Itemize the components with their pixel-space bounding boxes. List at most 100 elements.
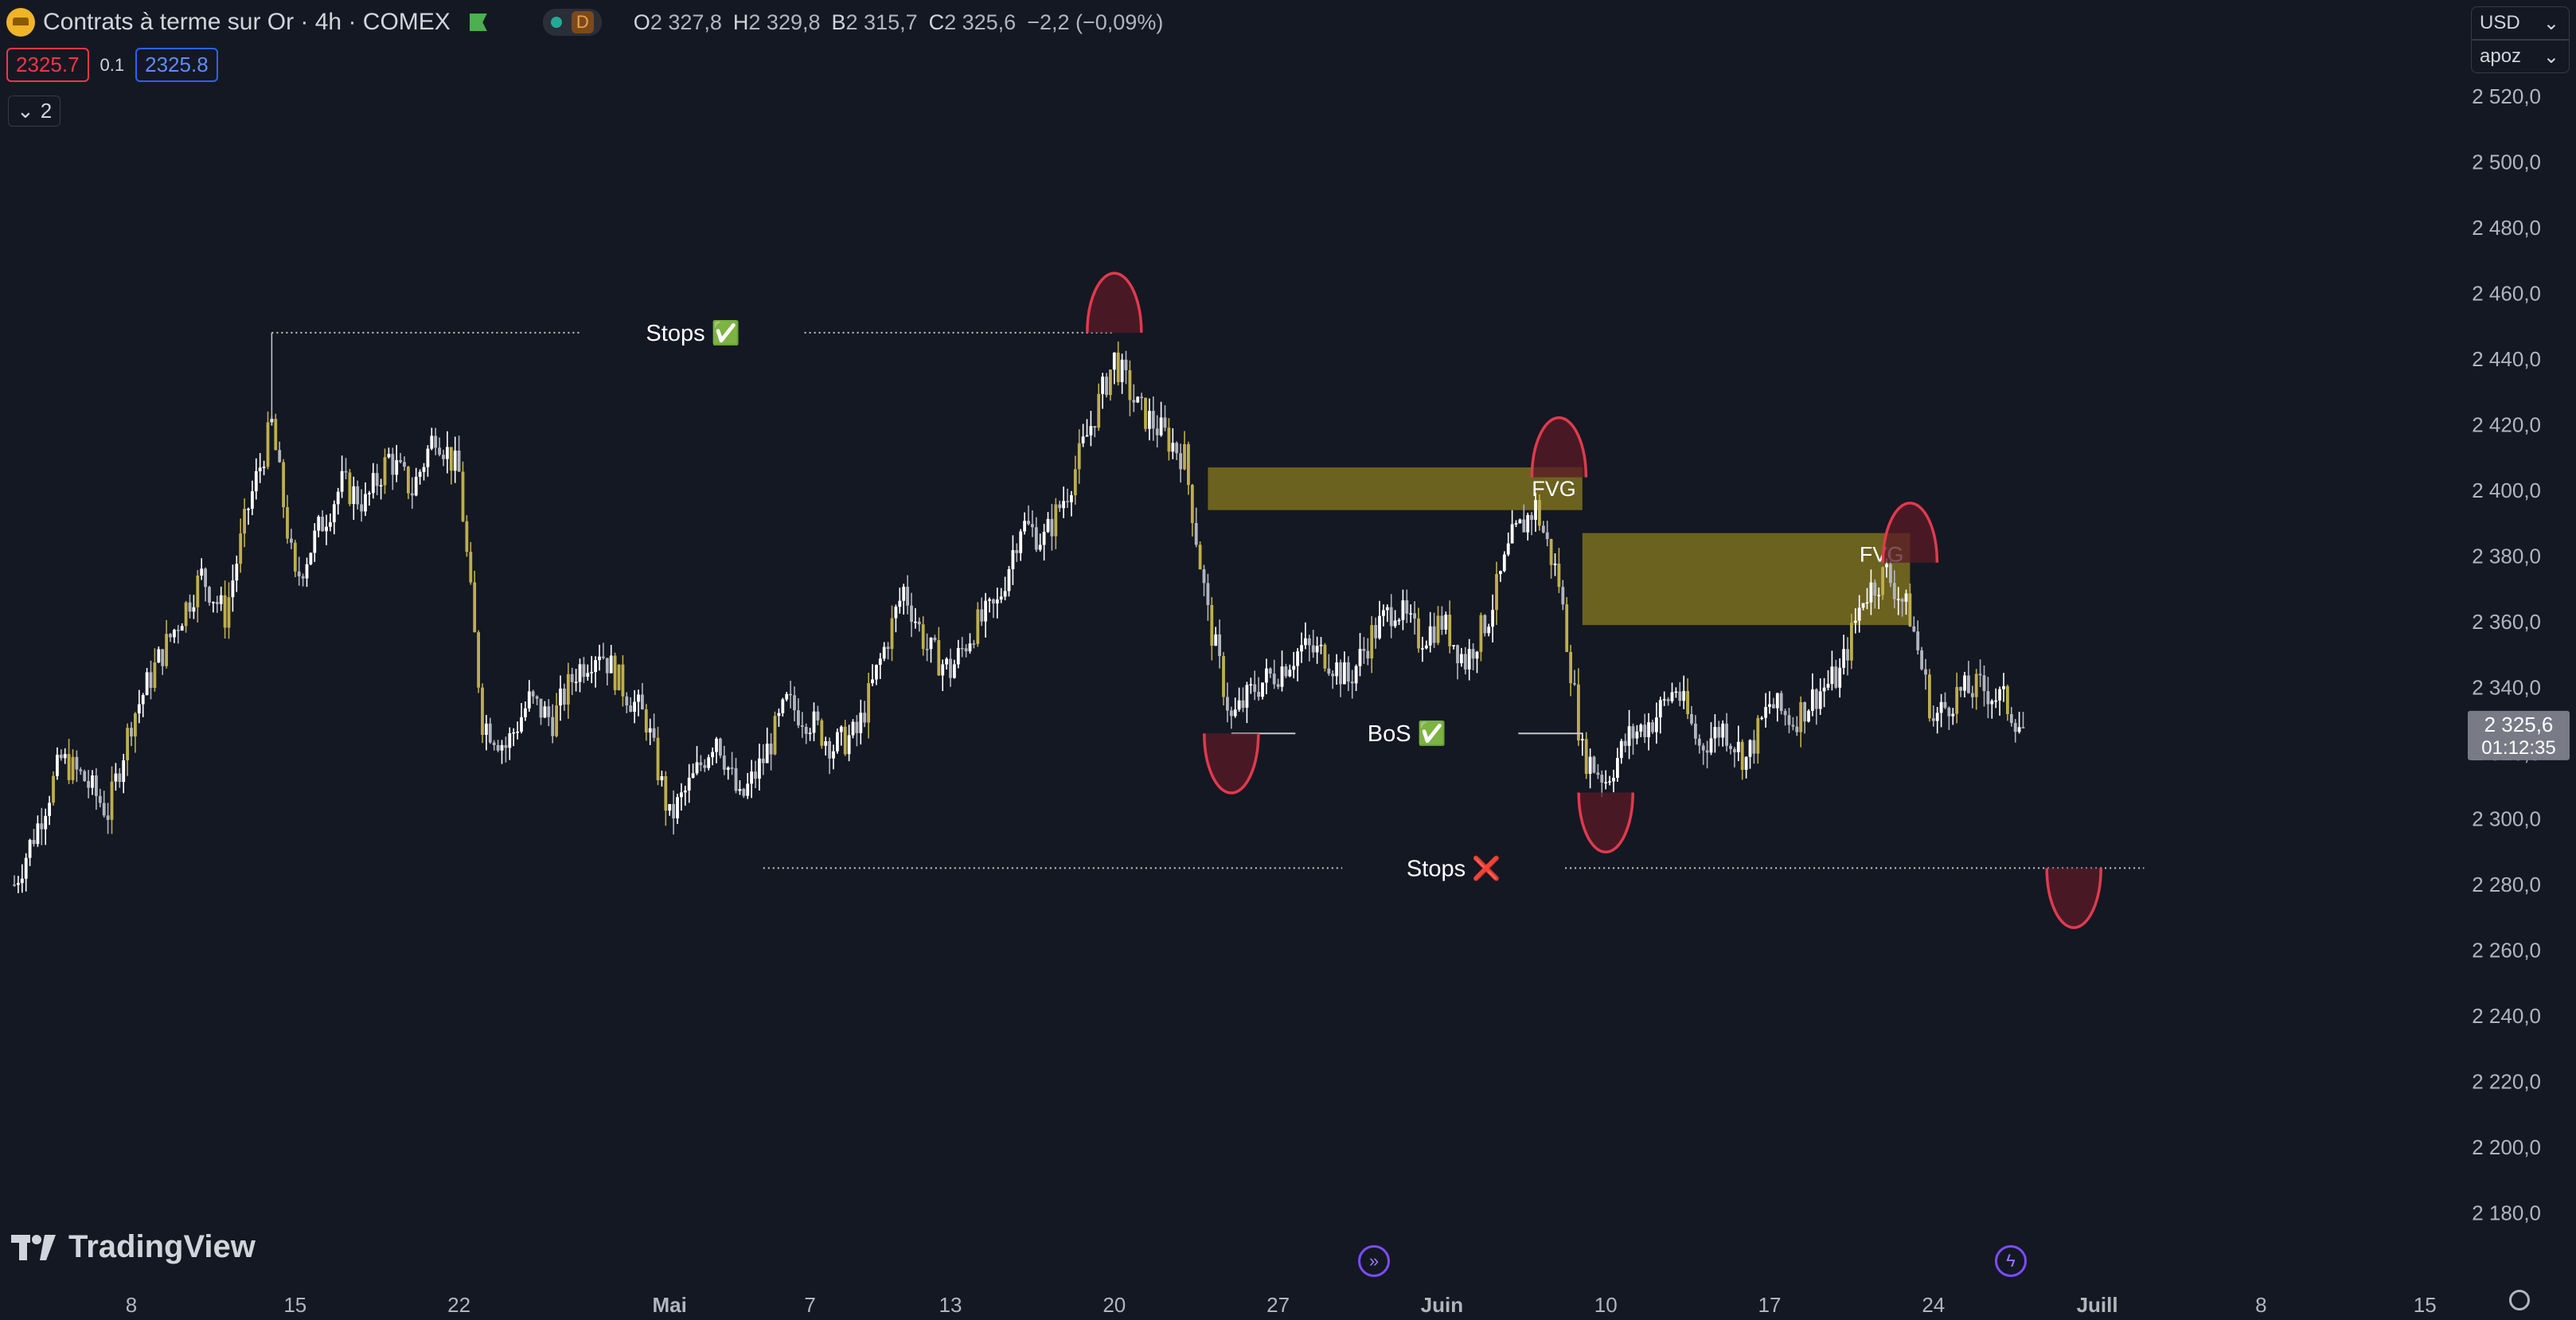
candle-body [1413,613,1416,619]
candle-body [1869,582,1873,603]
candle-body [925,649,929,650]
candle-body [1994,700,1998,702]
candle-body [1807,710,1810,722]
candle-body [2009,713,2013,724]
lightning-icon[interactable]: ϟ [1995,1245,2027,1277]
tradingview-logo[interactable]: TradingView [11,1229,256,1265]
candle-body [1011,550,1015,569]
candle-body [1768,704,1771,707]
candle-body [1272,674,1276,685]
candle-body [188,602,192,612]
candle-body [894,607,898,619]
candle-body [781,699,785,713]
candle-body [956,647,960,665]
candle-body [921,624,925,650]
x-tick-label: 8 [2255,1293,2266,1317]
candle-body [1136,396,1140,403]
candle-body [516,731,519,733]
candle-body [383,457,387,486]
candle-body [1042,532,1046,545]
candle-body [1077,443,1081,470]
candle-body [1697,738,1701,746]
candle-body [196,575,200,607]
liquidity-sweep-marker [1203,733,1260,795]
candle-body [793,695,796,711]
candle-body [933,637,937,641]
indicators-toggle[interactable]: ⌄ 2 [8,96,61,127]
candle-body [430,435,434,449]
candle-body [984,600,987,622]
candle-body [871,679,874,684]
candle-body [1881,567,1884,596]
candle-body [605,658,609,674]
y-tick-label: 2 340,0 [2472,675,2541,699]
candle-body [106,815,110,820]
candle-body [1483,615,1487,634]
candle-body [906,586,909,606]
chevron-down-icon: ⌄ [2543,12,2559,34]
symbol-title[interactable]: Contrats à terme sur Or · 4h · COMEX [43,9,451,35]
candle-body [902,586,906,601]
y-tick-label: 2 240,0 [2472,1004,2541,1028]
candle-body [1456,645,1459,664]
gold-bars-icon[interactable] [6,8,35,37]
market-status-pill[interactable]: D [542,9,602,36]
candle-body [329,522,332,527]
liquidity-sweep-marker [1577,792,1634,853]
candle-body [254,471,258,492]
candle-body [1007,568,1011,592]
candle-body [878,658,882,666]
candle-body [407,467,410,494]
scale-mode-value: apoz [2480,45,2522,67]
candle-body [258,467,262,471]
candle-body [1378,615,1381,639]
candle-body [1577,684,1580,741]
candle-body [13,885,16,886]
candle-body [375,473,379,486]
candle-body [730,767,734,769]
candle-body [1600,775,1604,783]
candle-body [352,486,356,505]
gear-icon[interactable] [2509,1290,2530,1310]
candle-body [227,597,231,628]
flag-icon[interactable] [469,14,487,31]
candle-body [473,582,477,633]
candle-body [1502,554,1506,572]
candle-body [785,693,789,700]
scale-mode-select[interactable]: apoz ⌄ [2471,40,2570,73]
buy-price-button[interactable]: 2325.8 [135,48,218,82]
candle-body [1226,697,1229,711]
candle-body [1682,690,1686,701]
currency-select[interactable]: USD ⌄ [2471,6,2570,40]
markers-layer [1086,271,2102,929]
candle-body [1350,681,1354,684]
candle-body [578,664,582,682]
candle-body [98,795,102,803]
replay-icon[interactable]: » [1358,1245,1390,1277]
candle-body [1510,524,1514,544]
candle-body [1986,691,1990,705]
candle-body [426,448,430,467]
candle-body [1460,654,1463,664]
candle-body [1557,563,1561,588]
sell-price-button[interactable]: 2325.7 [6,48,89,82]
candle-body [945,658,948,665]
candle-body [1003,591,1007,597]
x-tick-label: 27 [1267,1293,1290,1317]
candle-body [48,803,51,816]
candle-body [937,640,941,676]
candle-body [1467,649,1471,670]
candle-body [1705,750,1709,753]
candle-body [824,740,828,746]
candle-body [321,516,324,532]
candle-body [789,693,792,696]
candle-body [777,713,781,717]
candle-body [309,553,313,564]
candle-body [527,691,531,709]
candle-body [1444,615,1448,630]
candle-body [239,533,243,564]
candle-body [1686,690,1689,714]
candle-body [1877,595,1881,596]
candle-body [734,767,738,791]
